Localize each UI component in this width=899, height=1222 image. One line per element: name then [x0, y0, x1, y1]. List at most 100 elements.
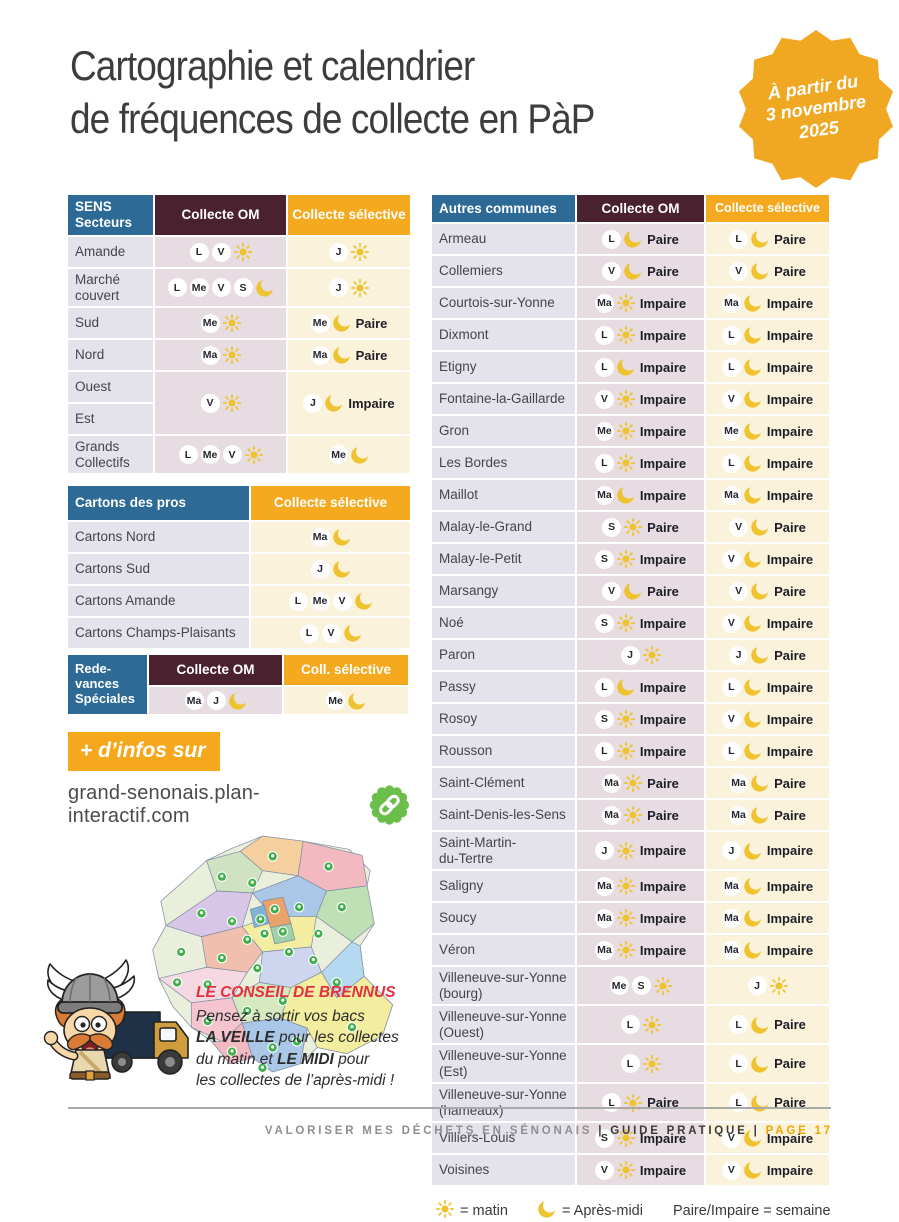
day-badge: V	[211, 242, 231, 262]
moon-icon	[744, 1130, 761, 1147]
om-cell: L	[577, 1045, 704, 1083]
week-parity-label: Impaire	[639, 359, 687, 375]
row-name: Marsangy	[432, 576, 575, 606]
selective-schedule: L Impaire	[706, 676, 829, 699]
row-name: Collemiers	[432, 256, 575, 286]
om-schedule: Me Impaire	[577, 420, 704, 443]
week-parity-label: Impaire	[766, 295, 814, 311]
sun-icon	[222, 394, 241, 413]
legend-afternoon: = Après-midi	[538, 1200, 643, 1222]
week-parity-label: Paire	[647, 519, 679, 535]
row-name: Saint-Clément	[432, 768, 575, 798]
om-cell: S Impaire	[577, 544, 704, 574]
day-badge: Ma	[721, 485, 741, 505]
moon-icon	[325, 395, 343, 412]
selective-cell: V Paire	[706, 512, 829, 542]
row-name: Villeneuve-sur-Yonne (hameaux)	[432, 1084, 575, 1122]
day-badge: Me	[609, 976, 629, 996]
table-header-row: Cartons des pros Collecte sélective	[68, 486, 410, 521]
selective-cell: L Paire	[706, 1045, 829, 1083]
om-cell: Ma Impaire	[577, 903, 704, 934]
day-badge: V	[721, 549, 741, 569]
table-row: Grands Collectifs L Me V Me	[68, 436, 410, 474]
sun-icon	[244, 445, 263, 464]
row-name: Sud	[68, 308, 153, 339]
day-badge: J	[729, 645, 749, 665]
table-row: Maillot Ma Impaire Ma Impaire	[432, 480, 831, 510]
row-name: Soucy	[432, 903, 575, 934]
footer-page-number: PAGE 17	[765, 1125, 833, 1137]
day-badge: L	[721, 453, 741, 473]
selective-schedule: Me Paire	[288, 312, 410, 335]
row-name: Véron	[432, 935, 575, 966]
moon-icon	[751, 519, 769, 536]
table-row: Cartons Amande L Me V	[68, 586, 410, 617]
day-badge: L	[721, 325, 741, 345]
moon-icon	[617, 679, 634, 696]
moon-icon	[538, 1201, 555, 1218]
week-parity-label: Impaire	[639, 487, 687, 503]
legend: = matin = Après-midi Paire/Impaire = sem…	[432, 1200, 831, 1222]
table-row: Nord Ma Ma Paire	[68, 340, 410, 371]
om-cell: V	[155, 372, 286, 435]
om-cell: V Impaire	[577, 1155, 704, 1186]
sun-icon	[616, 710, 635, 728]
om-cell: L Paire	[577, 1084, 704, 1122]
sun-icon	[624, 518, 643, 536]
table-row: Gron Me Impaire Me Impaire	[432, 416, 831, 446]
day-badge: J	[747, 976, 767, 996]
week-parity-label: Impaire	[639, 711, 687, 727]
selective-cell: Ma Impaire	[706, 935, 829, 966]
row-name: Saint-Martin- du-Tertre	[432, 832, 575, 870]
om-cell: L Impaire	[577, 320, 704, 350]
om-cell: L Impaire	[577, 672, 704, 702]
moon-icon	[744, 711, 761, 728]
om-cell: J	[577, 640, 704, 670]
mascot-brennus-truck	[43, 959, 189, 1081]
om-cell: S Paire	[577, 512, 704, 542]
table-row: Noé S Impaire V Impaire	[432, 608, 831, 638]
day-badge: Me	[594, 421, 614, 441]
moon-icon	[744, 295, 761, 312]
selective-schedule: Ma Paire	[706, 772, 829, 795]
row-name: Cartons Sud	[68, 554, 249, 585]
selective-schedule: J	[706, 974, 829, 997]
map-marker	[283, 946, 295, 958]
day-badge: L	[602, 1093, 622, 1113]
selective-schedule: L Impaire	[706, 356, 829, 379]
day-badge: V	[729, 581, 749, 601]
om-schedule: S Impaire	[577, 708, 704, 731]
om-schedule: S Impaire	[577, 612, 704, 635]
om-cell: S Impaire	[577, 608, 704, 638]
day-badge: V	[602, 581, 622, 601]
selective-cell: V Impaire	[706, 704, 829, 734]
col-header-cartons: Cartons des pros	[68, 486, 249, 521]
selective-schedule: J Paire	[706, 644, 829, 667]
table-row: Dixmont L Impaire L Impaire	[432, 320, 831, 350]
day-badge: Ma	[594, 876, 614, 896]
col-header-redevances: Rede- vances Spéciales	[68, 655, 147, 715]
selective-schedule: J	[251, 558, 410, 581]
om-cell: Ma Impaire	[577, 871, 704, 902]
day-badge: V	[222, 445, 242, 465]
moon-icon	[624, 583, 642, 600]
table-row: Villeneuve-sur-Yonne (Ouest) L L Paire	[432, 1006, 831, 1044]
day-badge: Ma	[184, 691, 204, 711]
table-row: Marché couvert L Me V S J	[68, 269, 410, 307]
om-schedule: Me	[155, 312, 286, 335]
week-parity-label: Impaire	[766, 910, 814, 926]
selective-schedule: Ma Impaire	[706, 939, 829, 962]
row-name: Maillot	[432, 480, 575, 510]
footer-guide-label: GUIDE PRATIQUE	[610, 1125, 748, 1137]
day-badge: J	[303, 393, 323, 413]
week-parity-label: Paire	[355, 315, 388, 331]
map-marker	[277, 995, 289, 1007]
week-parity-label: Impaire	[639, 551, 687, 567]
row-name: Noé	[432, 608, 575, 638]
table-row: Etigny L Impaire L Impaire	[432, 352, 831, 382]
row-name: Courtois-sur-Yonne	[432, 288, 575, 318]
om-schedule: S Paire	[577, 516, 704, 539]
table-row: Voisines V Impaire V Impaire	[432, 1155, 831, 1186]
day-badge: V	[721, 389, 741, 409]
table-header-row: SENS Secteurs Collecte OM Collecte sélecti…	[68, 195, 410, 235]
